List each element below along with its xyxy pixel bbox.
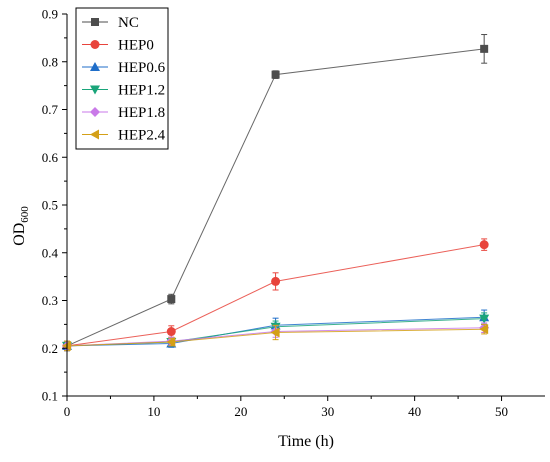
legend-item-HEP1.2: HEP1.2: [82, 83, 165, 99]
legend-marker: [90, 40, 100, 49]
y-tick-label: 0.9: [42, 7, 58, 22]
legend-label: HEP1.2: [118, 83, 165, 99]
legend-marker: [90, 107, 100, 117]
x-tick-label: 20: [234, 404, 247, 419]
x-tick-label: 0: [64, 404, 71, 419]
data-point: [166, 337, 176, 348]
legend-label: NC: [118, 15, 139, 31]
series-line: [66, 48, 485, 347]
data-point: [480, 44, 489, 53]
data-point: [479, 240, 489, 250]
data-point: [167, 295, 176, 304]
legend-label: HEP2.4: [118, 128, 166, 144]
y-tick-label: 0.7: [42, 102, 59, 117]
x-tick-label: 40: [408, 404, 421, 419]
legend-box: [75, 7, 169, 150]
x-tick-label: 10: [147, 404, 160, 419]
y-axis-title-subscript: 600: [19, 206, 31, 223]
legend-item-HEP1.8: HEP1.8: [82, 105, 165, 121]
data-point: [479, 324, 489, 335]
y-tick-label: 0.5: [42, 198, 58, 213]
axes: 0 10 20 30 40 50 0.1 0.2 0.3 0.4 0.5 0.6 0.7 0.8 0.9: [42, 7, 545, 419]
legend-label: HEP0: [118, 38, 154, 54]
data-point: [271, 276, 281, 286]
legend-item-HEP0: HEP0: [82, 38, 154, 54]
y-tick-label: 0.1: [42, 389, 58, 404]
legend-item-HEP2.4: HEP2.4: [82, 128, 166, 144]
data-point: [479, 314, 490, 324]
x-tick-label: 50: [495, 404, 508, 419]
legend-marker: [90, 62, 100, 71]
legend-label: HEP1.8: [118, 105, 165, 121]
plot-area: [62, 34, 490, 352]
y-axis-title-main: OD: [11, 223, 28, 246]
data-point: [166, 327, 176, 337]
y-tick-label: 0.3: [42, 293, 58, 308]
series-line: [66, 244, 485, 347]
y-tick-label: 0.8: [42, 54, 58, 69]
y-tick-label: 0.4: [42, 245, 59, 260]
legend-marker: [91, 18, 99, 26]
legend-item-NC: NC: [82, 15, 139, 31]
y-axis-title: OD600: [11, 206, 31, 246]
legend-item-HEP0.6: HEP0.6: [82, 60, 166, 76]
y-tick-label: 0.6: [42, 150, 59, 165]
x-axis-title: Time (h): [278, 433, 334, 450]
legend: NC HEP0 HEP0.6 HEP1.2 HEP1.8 HEP2.4: [75, 7, 169, 150]
legend-marker: [90, 129, 99, 140]
legend-marker: [90, 85, 100, 95]
data-point: [270, 327, 280, 338]
series-line: [66, 328, 485, 347]
legend-label: HEP0.6: [118, 60, 166, 76]
y-tick-label: 0.2: [42, 341, 58, 356]
data-point: [271, 70, 280, 79]
x-tick-label: 30: [321, 404, 334, 419]
